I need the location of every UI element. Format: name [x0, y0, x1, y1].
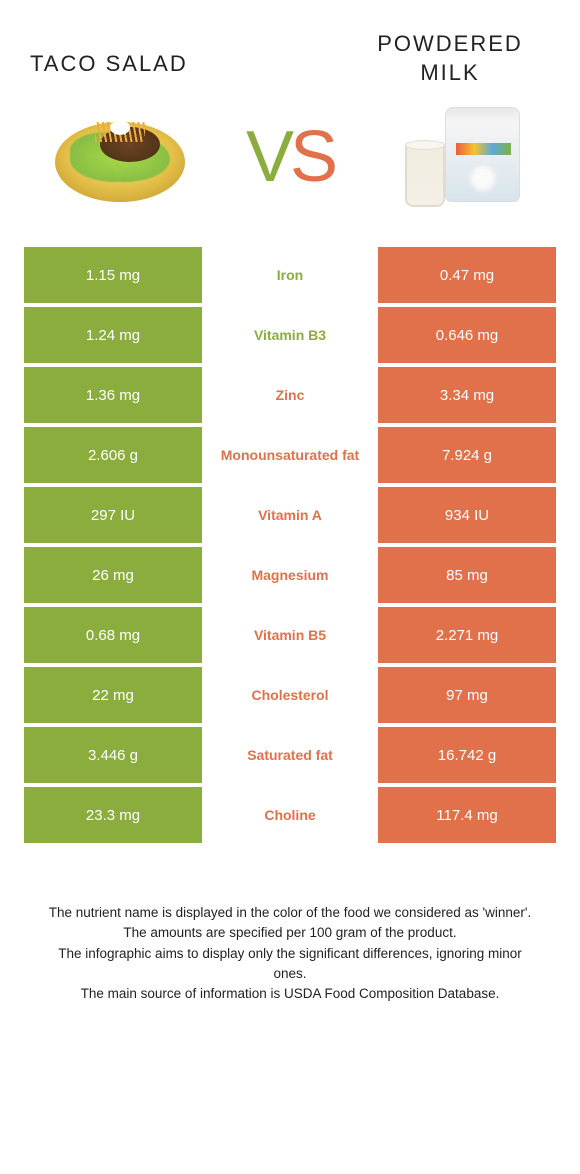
nutrient-name: Iron	[202, 247, 378, 303]
right-value: 97 mg	[378, 667, 556, 723]
left-value: 3.446 g	[24, 727, 202, 783]
left-value: 297 IU	[24, 487, 202, 543]
nutrient-name: Vitamin B5	[202, 607, 378, 663]
table-row: 23.3 mgCholine117.4 mg	[24, 787, 556, 843]
footer-line-3: The infographic aims to display only the…	[40, 944, 540, 985]
table-row: 297 IUVitamin A934 IU	[24, 487, 556, 543]
nutrient-name: Vitamin B3	[202, 307, 378, 363]
left-value: 2.606 g	[24, 427, 202, 483]
title-right: Powdered milk	[350, 30, 550, 87]
nutrient-name: Magnesium	[202, 547, 378, 603]
left-value: 23.3 mg	[24, 787, 202, 843]
nutrient-name: Saturated fat	[202, 727, 378, 783]
table-row: 0.68 mgVitamin B52.271 mg	[24, 607, 556, 663]
nutrient-name: Zinc	[202, 367, 378, 423]
vs-s: S	[290, 117, 334, 197]
right-value: 117.4 mg	[378, 787, 556, 843]
nutrient-table: 1.15 mgIron0.47 mg1.24 mgVitamin B30.646…	[24, 247, 556, 843]
right-value: 0.47 mg	[378, 247, 556, 303]
right-value: 7.924 g	[378, 427, 556, 483]
footer-line-4: The main source of information is USDA F…	[40, 984, 540, 1004]
table-row: 1.36 mgZinc3.34 mg	[24, 367, 556, 423]
right-value: 85 mg	[378, 547, 556, 603]
left-value: 26 mg	[24, 547, 202, 603]
right-value: 934 IU	[378, 487, 556, 543]
image-row: VS	[0, 87, 580, 247]
right-value: 3.34 mg	[378, 367, 556, 423]
footer-line-1: The nutrient name is displayed in the co…	[40, 903, 540, 923]
header: Taco salad Powdered milk	[0, 0, 580, 87]
footer-notes: The nutrient name is displayed in the co…	[40, 903, 540, 1004]
nutrient-name: Cholesterol	[202, 667, 378, 723]
nutrient-name: Choline	[202, 787, 378, 843]
powdered-milk-image	[380, 97, 540, 217]
table-row: 2.606 gMonounsaturated fat7.924 g	[24, 427, 556, 483]
left-value: 22 mg	[24, 667, 202, 723]
left-value: 1.36 mg	[24, 367, 202, 423]
left-value: 1.24 mg	[24, 307, 202, 363]
table-row: 26 mgMagnesium85 mg	[24, 547, 556, 603]
right-value: 0.646 mg	[378, 307, 556, 363]
title-left: Taco salad	[30, 30, 230, 87]
table-row: 22 mgCholesterol97 mg	[24, 667, 556, 723]
nutrient-name: Vitamin A	[202, 487, 378, 543]
table-row: 1.15 mgIron0.47 mg	[24, 247, 556, 303]
table-row: 1.24 mgVitamin B30.646 mg	[24, 307, 556, 363]
taco-salad-image	[40, 97, 200, 217]
footer-line-2: The amounts are specified per 100 gram o…	[40, 923, 540, 943]
vs-label: VS	[246, 116, 334, 198]
right-value: 16.742 g	[378, 727, 556, 783]
nutrient-name: Monounsaturated fat	[202, 427, 378, 483]
table-row: 3.446 gSaturated fat16.742 g	[24, 727, 556, 783]
vs-v: V	[246, 117, 290, 197]
left-value: 0.68 mg	[24, 607, 202, 663]
right-value: 2.271 mg	[378, 607, 556, 663]
left-value: 1.15 mg	[24, 247, 202, 303]
